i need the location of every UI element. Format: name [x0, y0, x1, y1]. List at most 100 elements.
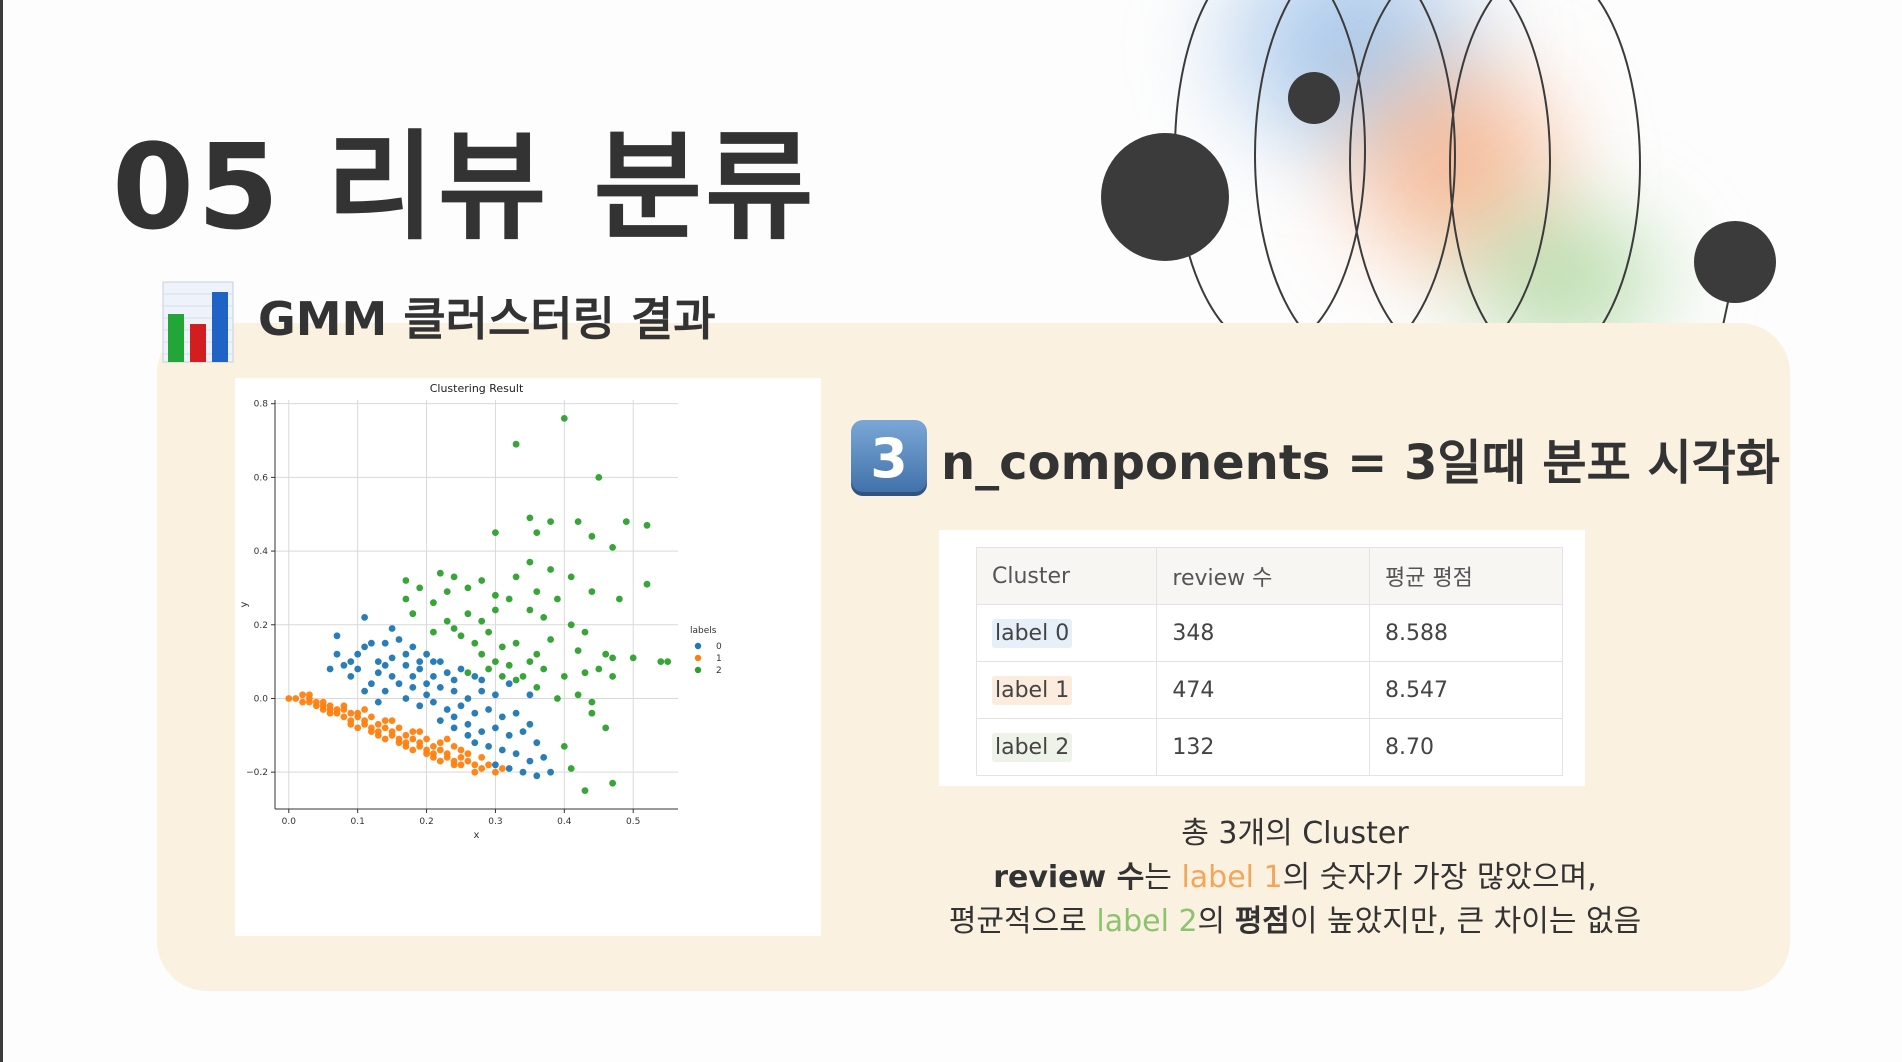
legend-marker-2 — [694, 666, 702, 674]
scatter-point-label-1 — [299, 691, 306, 699]
scatter-point-label-1 — [436, 757, 444, 765]
scatter-point-label-2 — [492, 529, 499, 536]
scatter-point-label-0 — [430, 698, 437, 706]
scatter-point-label-2 — [567, 765, 575, 772]
scatter-point-label-1 — [492, 768, 499, 776]
scatter-point-label-0 — [436, 658, 444, 665]
scatter-point-label-2 — [547, 636, 554, 643]
scatter-point-label-2 — [478, 650, 486, 658]
scatter-point-label-2 — [595, 665, 603, 673]
scatter-point-label-1 — [285, 695, 293, 702]
scatter-point-label-2 — [464, 584, 472, 592]
scatter-point-label-2 — [498, 643, 506, 651]
scatter-point-label-2 — [478, 577, 486, 584]
summary-highlight-label-1: label 1 — [1181, 860, 1283, 895]
scatter-point-label-1 — [457, 754, 465, 761]
table-row: label 1 474 8.547 — [975, 661, 1564, 719]
scatter-point-label-2 — [512, 639, 520, 647]
summary-line-1: 총 3개의 Cluster — [1181, 816, 1409, 851]
scatter-point-label-1 — [436, 739, 444, 747]
scatter-point-label-0 — [423, 650, 430, 658]
scatter-point-label-1 — [402, 731, 410, 739]
summary-bold-reviews: review 수 — [993, 860, 1145, 895]
scatter-point-label-0 — [505, 765, 513, 772]
decorative-dot-large — [1101, 133, 1229, 261]
scatter-point-label-2 — [622, 518, 630, 525]
scatter-point-label-2 — [533, 650, 541, 658]
scatter-point-label-0 — [505, 680, 513, 688]
legend-marker-1 — [694, 654, 702, 662]
scatter-point-label-1 — [326, 709, 334, 717]
y-tick-label: 0.0 — [254, 694, 269, 704]
scatter-point-label-1 — [464, 750, 472, 758]
scatter-point-label-2 — [540, 614, 548, 621]
table-cell-reviews: 348 — [1156, 604, 1370, 662]
decorative-dot-medium — [1694, 221, 1776, 303]
scatter-point-label-0 — [478, 676, 486, 684]
table-row: label 0 348 8.588 — [975, 604, 1564, 662]
summary-text-segment: 이 높았지만, 큰 차이는 없음 — [1289, 904, 1642, 939]
scatter-point-label-0 — [354, 650, 362, 658]
scatter-point-label-0 — [450, 713, 458, 721]
scatter-point-label-2 — [464, 669, 472, 677]
scatter-point-label-2 — [471, 639, 479, 647]
summary-text-segment: 는 — [1144, 860, 1182, 895]
section-heading-text: n_components = 3일때 분포 시각화 — [941, 435, 1780, 491]
scatter-point-label-0 — [450, 724, 458, 732]
scatter-point-label-2 — [609, 654, 616, 662]
table-cell-label: label 1 — [975, 661, 1158, 719]
scatter-point-label-2 — [436, 569, 444, 577]
scatter-point-label-1 — [450, 743, 458, 750]
scatter-point-label-0 — [498, 746, 506, 754]
scatter-point-label-2 — [430, 599, 437, 607]
table-cell-label: label 0 — [975, 604, 1158, 662]
x-tick-label: 0.5 — [626, 817, 640, 827]
x-tick-label: 0.1 — [351, 817, 365, 827]
scatter-chart: 0.0 0.1 0.2 0.3 0.4 0.5 −0.2 0.0 0.2 0.4 0.6 0.8 Clu… — [235, 378, 821, 936]
scatter-point-label-2 — [450, 625, 458, 632]
scatter-point-label-0 — [388, 625, 396, 632]
scatter-point-label-1 — [443, 750, 451, 758]
scatter-point-label-0 — [540, 754, 548, 761]
decorative-ring — [1349, 0, 1551, 330]
scatter-point-label-0 — [436, 684, 444, 691]
scatter-point-label-2 — [512, 573, 520, 581]
scatter-point-label-0 — [409, 684, 417, 691]
scatter-point-label-2 — [581, 787, 589, 794]
scatter-point-label-0 — [361, 643, 368, 651]
scatter-point-label-1 — [409, 728, 417, 735]
scatter-point-label-0 — [457, 702, 465, 710]
scatter-point-label-0 — [416, 658, 424, 665]
scatter-point-label-1 — [374, 731, 382, 739]
x-tick-label: 0.4 — [557, 817, 572, 827]
scatter-point-label-0 — [388, 673, 396, 680]
chart-legend: labels 0 1 2 — [690, 626, 722, 676]
scatter-point-label-0 — [526, 720, 534, 728]
scatter-point-label-0 — [519, 728, 527, 735]
y-tick-label: 0.6 — [254, 473, 269, 483]
scatter-point-label-1 — [333, 706, 341, 713]
summary-line-3: 평균적으로 label 2의 평점이 높았지만, 큰 차이는 없음 — [880, 900, 1710, 944]
scatter-point-label-2 — [409, 610, 417, 618]
scatter-point-label-2 — [498, 673, 506, 680]
table-cell-reviews: 474 — [1156, 661, 1370, 719]
scatter-point-label-2 — [581, 628, 589, 636]
scatter-point-label-2 — [588, 709, 596, 717]
scatter-point-label-1 — [374, 720, 382, 728]
scatter-point-label-0 — [478, 728, 486, 735]
scatter-point-label-0 — [381, 661, 389, 669]
summary-text-segment: 의 숫자가 가장 많았으며, — [1282, 860, 1597, 895]
cluster-table-card: Cluster review 수 평균 평점 label 0 348 8.588… — [939, 530, 1585, 786]
scatter-point-label-1 — [430, 743, 437, 750]
table-cell-rating: 8.547 — [1368, 661, 1564, 719]
scatter-point-label-2 — [547, 566, 554, 573]
scatter-point-label-2 — [533, 684, 541, 691]
scatter-point-label-2 — [478, 617, 486, 625]
scatter-point-label-0 — [354, 665, 362, 673]
scatter-point-label-2 — [485, 665, 492, 673]
scatter-point-label-2 — [574, 518, 582, 525]
scatter-point-label-1 — [347, 709, 355, 717]
scatter-point-label-1 — [388, 728, 396, 735]
scatter-point-label-0 — [505, 731, 513, 739]
decorative-ring — [1449, 0, 1641, 330]
